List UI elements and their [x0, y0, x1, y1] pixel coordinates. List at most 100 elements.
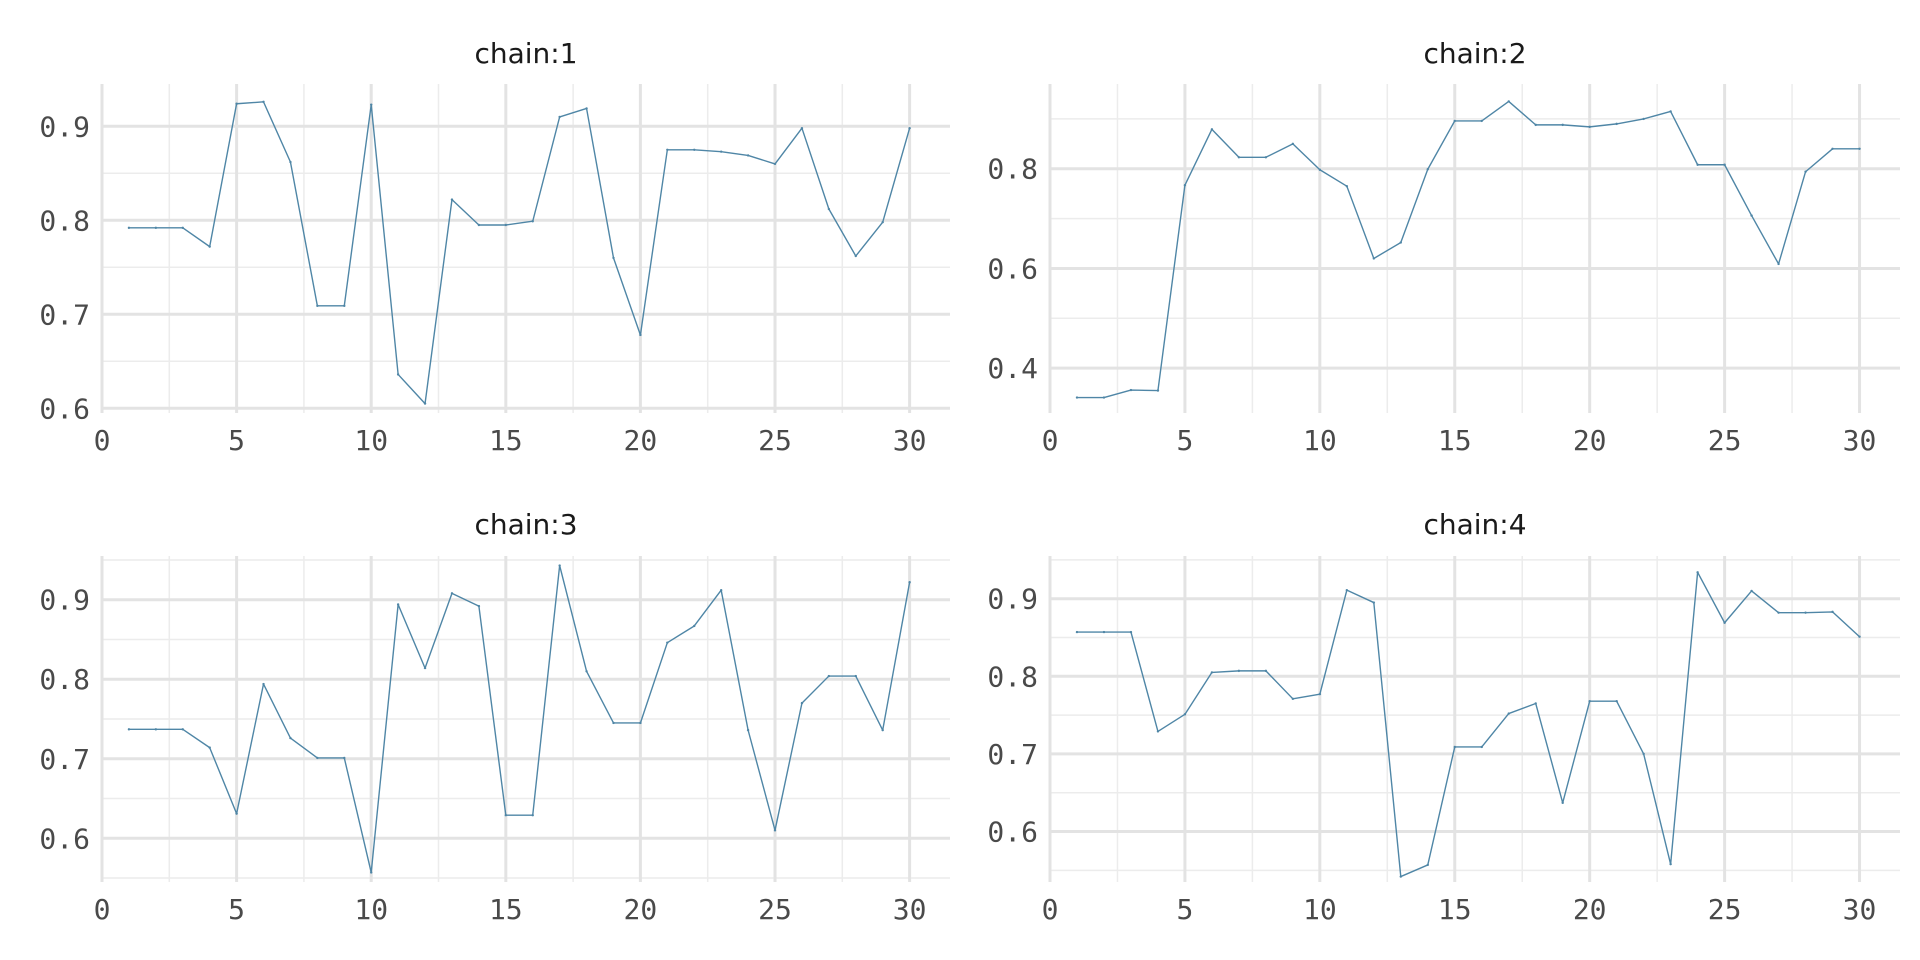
data-point [1561, 123, 1564, 127]
data-point [639, 333, 642, 337]
data-point [666, 148, 669, 151]
data-point [1669, 862, 1672, 866]
data-point [666, 641, 669, 644]
data-point [235, 102, 238, 105]
data-point [1669, 110, 1672, 113]
data-point [370, 871, 373, 874]
x-tick-label: 15 [489, 424, 523, 457]
x-tick-label: 0 [94, 424, 111, 457]
x-tick-label: 25 [1708, 893, 1742, 926]
x-tick-label: 10 [354, 893, 388, 926]
data-point [1750, 589, 1753, 593]
data-point [908, 581, 911, 584]
data-point [1507, 100, 1510, 103]
data-point [1345, 184, 1349, 188]
data-point [1102, 630, 1106, 634]
data-point [639, 721, 642, 725]
data-point [746, 154, 750, 157]
data-point [1615, 699, 1618, 703]
x-tick-label: 15 [1438, 893, 1472, 926]
data-point [1156, 389, 1160, 392]
data-point [1615, 122, 1618, 126]
data-point [1858, 147, 1861, 151]
data-point [531, 814, 534, 817]
data-point [208, 746, 211, 749]
data-point [1426, 168, 1429, 171]
data-point [343, 304, 346, 308]
data-point [1777, 611, 1780, 614]
data-point [1372, 257, 1376, 260]
x-tick-label: 25 [1708, 424, 1742, 457]
chart-panel-3: 0 5 10 15 20 25 30 0.6 0.7 0.8 0.9 chain:3 [39, 508, 950, 926]
x-tick-label: 30 [1843, 893, 1877, 926]
x-tick-label: 10 [1303, 424, 1337, 457]
data-point [827, 674, 831, 678]
data-point [612, 721, 615, 725]
data-point [235, 812, 238, 815]
data-point [1804, 611, 1807, 614]
data-point [154, 226, 158, 230]
y-tick-label: 0.7 [39, 298, 90, 331]
data-point [1777, 262, 1780, 266]
y-tick-label: 0.7 [987, 738, 1038, 771]
data-point [423, 666, 427, 670]
data-point [1804, 170, 1807, 173]
data-point [531, 220, 534, 223]
data-point [854, 254, 857, 258]
data-point [1372, 601, 1376, 604]
series-line-chain-2 [1076, 100, 1860, 399]
data-point [746, 728, 750, 732]
data-point [423, 402, 427, 405]
chart-panel-4: 0 5 10 15 20 25 30 0.6 0.7 0.8 0.9 chain:4 [987, 508, 1900, 926]
data-point [1183, 183, 1187, 187]
data-point [1237, 156, 1241, 159]
data-point [1723, 163, 1726, 166]
data-point [1291, 142, 1295, 146]
data-point [208, 245, 211, 248]
series-line-chain-4 [1076, 571, 1860, 878]
panel-title: chain:4 [1423, 508, 1526, 541]
panel-title: chain:1 [474, 37, 577, 70]
data-point [881, 220, 884, 224]
data-point [396, 603, 400, 606]
chart-panel-1: 0 5 10 15 20 25 30 0.6 0.7 0.8 0.9 chain:1 [39, 37, 950, 457]
panel-title: chain:2 [1423, 37, 1526, 70]
data-point [881, 728, 884, 732]
y-tick-label: 0.8 [987, 153, 1038, 186]
x-tick-label: 25 [758, 424, 792, 457]
y-tick-label: 0.8 [987, 660, 1038, 693]
y-tick-label: 0.9 [987, 583, 1038, 616]
data-point [827, 207, 831, 211]
data-point [370, 103, 373, 106]
data-point [154, 728, 158, 731]
panel-title: chain:3 [474, 508, 577, 541]
y-tick-label: 0.8 [39, 204, 90, 237]
data-point [1318, 168, 1322, 171]
data-point [396, 373, 400, 376]
data-point [1642, 117, 1645, 121]
x-tick-label: 0 [1042, 424, 1059, 457]
data-point [504, 223, 508, 227]
data-point [585, 670, 588, 673]
data-point [773, 162, 777, 166]
y-tick-label: 0.6 [987, 816, 1038, 849]
y-tick-label: 0.9 [39, 584, 90, 617]
data-point [1750, 214, 1753, 217]
data-point [1399, 241, 1402, 244]
data-point [477, 223, 481, 227]
data-point [1534, 702, 1537, 705]
data-point [1696, 163, 1699, 166]
data-point [504, 814, 508, 817]
x-tick-label: 0 [94, 893, 111, 926]
data-point [1588, 125, 1591, 129]
x-tick-label: 30 [1843, 424, 1877, 457]
data-point [181, 728, 184, 731]
data-point [477, 604, 481, 608]
data-point [1075, 630, 1079, 634]
data-point [558, 115, 561, 119]
data-point [1507, 712, 1510, 715]
data-point [1237, 669, 1241, 673]
data-point [127, 226, 131, 230]
data-point [1480, 745, 1483, 749]
